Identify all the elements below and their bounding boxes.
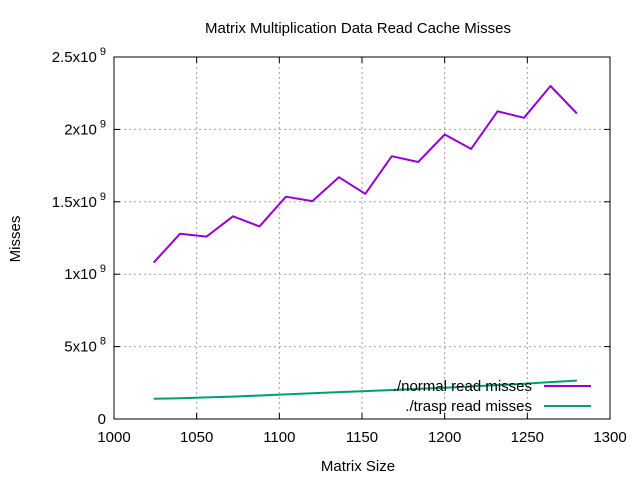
series-line-0	[152, 85, 578, 264]
y-tick-exponent: 9	[97, 263, 106, 275]
x-tick-label: 1050	[180, 429, 213, 446]
y-tick-label: 1x10 9	[64, 263, 106, 283]
y-tick-label: 2.5x10 9	[52, 46, 106, 66]
y-tick-mantissa: 2.5x10	[52, 49, 97, 66]
x-tick-label: 1150	[346, 429, 378, 446]
y-tick-mantissa: 2x10	[64, 121, 97, 138]
y-tick-label: 1.5x10 9	[52, 191, 106, 211]
x-axis-label: Matrix Size	[321, 458, 395, 475]
y-tick-exponent: 9	[97, 118, 106, 130]
x-tick-label: 1300	[593, 429, 626, 446]
y-tick-mantissa: 5x10	[64, 339, 97, 356]
series-line-1	[153, 379, 577, 400]
legend: ./normal read misses ./trasp read misses	[393, 378, 591, 415]
x-tick-label: 1250	[511, 429, 544, 446]
series-lines	[152, 85, 578, 400]
legend-label-1: ./trasp read misses	[405, 398, 532, 415]
legend-label-0: ./normal read misses	[393, 378, 532, 395]
axis-ticks: 1000 1050 1100 1150 1200 1250 1300 0 5x10 8 1x10 …	[52, 46, 627, 446]
y-tick-label: 5x10 8	[64, 336, 106, 356]
y-tick-mantissa: 0	[98, 411, 106, 428]
x-tick-label: 1200	[428, 429, 461, 446]
chart-title: Matrix Multiplication Data Read Cache Mi…	[205, 20, 511, 37]
y-tick-label: 0	[98, 411, 106, 428]
x-tick-label: 1100	[263, 429, 295, 446]
y-tick-exponent: 9	[97, 191, 106, 203]
y-tick-exponent: 9	[97, 46, 106, 58]
y-axis-label: Misses	[7, 216, 24, 263]
y-tick-label: 2x10 9	[64, 118, 106, 138]
grid-lines	[114, 57, 610, 419]
y-tick-exponent: 8	[97, 336, 106, 348]
y-tick-mantissa: 1x10	[64, 266, 97, 283]
y-tick-mantissa: 1.5x10	[52, 194, 97, 211]
x-tick-label: 1000	[97, 429, 130, 446]
